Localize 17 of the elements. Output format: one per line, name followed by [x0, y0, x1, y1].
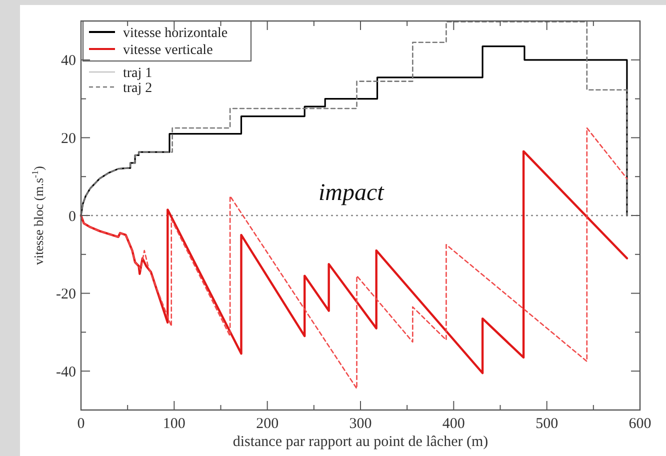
y-tick-label: 40 — [61, 53, 76, 70]
legend-label: vitesse horizontale — [123, 26, 228, 41]
x-axis-title: distance par rapport au point de lâcher (m) — [232, 434, 488, 450]
annotation: impact — [318, 180, 386, 206]
x-tick-label: 400 — [442, 416, 465, 432]
x-tick-label: 200 — [256, 416, 279, 432]
x-tick-label: 600 — [628, 416, 652, 432]
x-tick-label: 300 — [349, 416, 372, 432]
y-tick-label: 0 — [68, 208, 76, 225]
y-tick-label: -40 — [56, 364, 76, 380]
x-tick-label: 100 — [162, 416, 186, 432]
legend-label: vitesse verticale — [123, 42, 213, 58]
annotation: traj 1 — [123, 66, 152, 81]
legend-label: traj 2 — [123, 80, 152, 96]
y-tick-label: 20 — [61, 130, 76, 147]
x-tick-label: 500 — [536, 416, 558, 432]
y-tick-label: -20 — [56, 286, 76, 303]
